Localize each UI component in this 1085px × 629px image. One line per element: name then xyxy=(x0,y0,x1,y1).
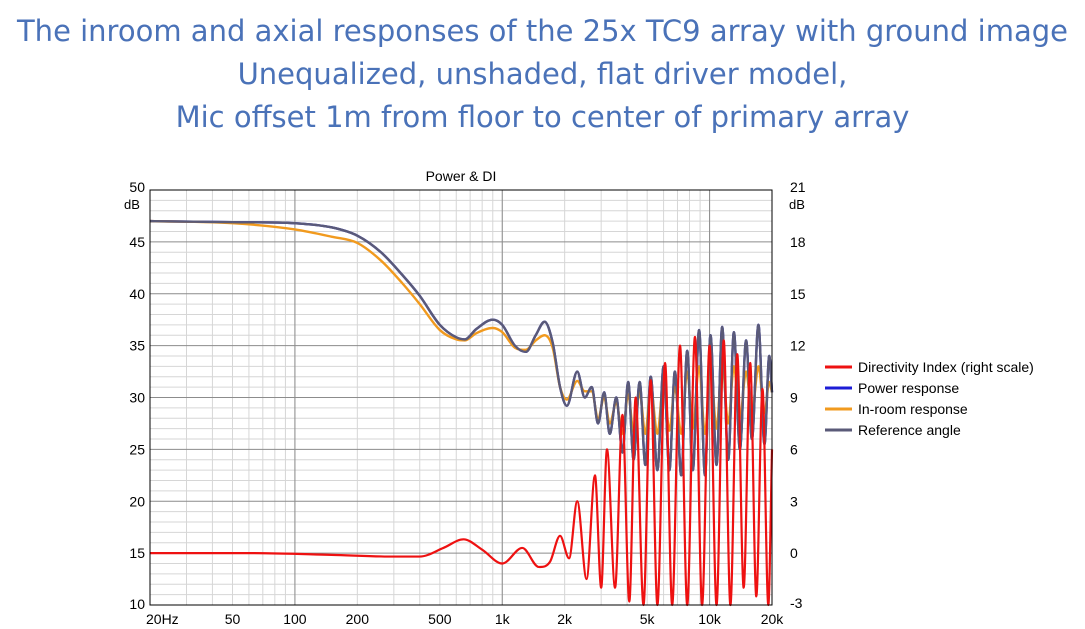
series-line-reference-angle xyxy=(149,219,774,477)
y-tick-label-right: 3 xyxy=(790,493,798,509)
x-tick-label: 20k xyxy=(761,611,785,627)
y-tick-label-left: 50 xyxy=(129,179,145,195)
y-tick-label-left: 45 xyxy=(129,234,145,250)
y-tick-label-right: 0 xyxy=(790,545,798,561)
x-tick-label: 20Hz xyxy=(146,611,179,627)
x-tick-label: 100 xyxy=(283,611,307,627)
y-tick-label-left: 35 xyxy=(129,338,145,354)
y-tick-label-left: 25 xyxy=(129,441,145,457)
legend-label: Power response xyxy=(858,380,959,396)
x-tick-label: 200 xyxy=(346,611,370,627)
x-tick-label: 10k xyxy=(698,611,722,627)
y-tick-label-left: 40 xyxy=(129,286,145,302)
y-axis-unit-left: dB xyxy=(124,197,140,212)
heading-line-1: The inroom and axial responses of the 25… xyxy=(16,14,1069,48)
y-tick-label-left: 30 xyxy=(129,390,145,406)
y-tick-label-left: 15 xyxy=(129,545,145,561)
legend-label: In-room response xyxy=(858,401,968,417)
heading-line-3: Mic offset 1m from floor to center of pr… xyxy=(175,100,910,134)
y-tick-label-right: -3 xyxy=(790,595,803,611)
y-tick-label-right: 6 xyxy=(790,441,798,457)
y-tick-label-right: 21 xyxy=(790,179,806,195)
y-tick-label-left: 10 xyxy=(129,596,145,612)
legend: Directivity Index (right scale) Power res… xyxy=(825,359,1034,438)
series-line-in-room-response xyxy=(149,219,774,436)
y-tick-label-right: 15 xyxy=(790,286,806,302)
x-tick-label: 5k xyxy=(640,611,656,627)
y-tick-label-left: 20 xyxy=(129,493,145,509)
x-tick-label: 500 xyxy=(428,611,452,627)
y-tick-label-right: 18 xyxy=(790,234,806,250)
y-tick-label-right: 9 xyxy=(790,390,798,406)
x-tick-label: 1k xyxy=(495,611,511,627)
chart-title: Power & DI xyxy=(426,168,497,184)
legend-label: Directivity Index (right scale) xyxy=(858,359,1034,375)
y-axis-unit-right: dB xyxy=(789,197,805,212)
legend-label: Reference angle xyxy=(858,422,961,438)
x-tick-label: 50 xyxy=(225,611,241,627)
series-line-directivity-index-right-scale xyxy=(149,335,774,607)
plot-frame xyxy=(149,189,773,606)
x-tick-label: 2k xyxy=(557,611,573,627)
heading-line-2: Unequalized, unshaded, flat driver model… xyxy=(237,57,848,91)
y-tick-label-right: 12 xyxy=(790,338,806,354)
